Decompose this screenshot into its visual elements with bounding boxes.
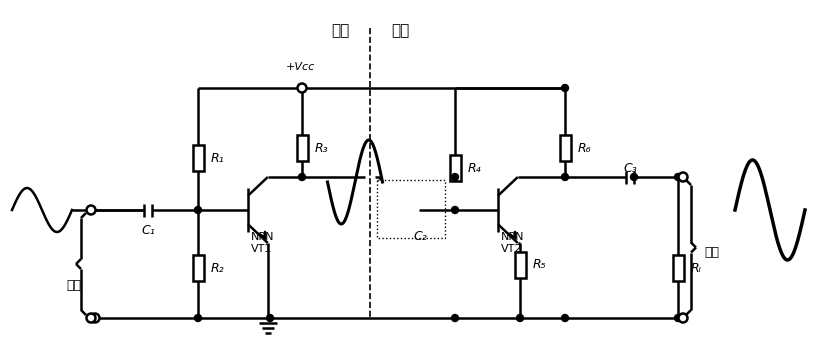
Text: R₅: R₅ [533,258,547,272]
Text: C₃: C₃ [623,162,637,175]
Circle shape [451,314,458,321]
Circle shape [298,83,307,92]
Circle shape [675,314,681,321]
Circle shape [562,174,568,181]
Circle shape [679,313,687,323]
Text: Rₗ: Rₗ [691,261,701,274]
Text: R₃: R₃ [315,142,329,154]
Bar [514,252,526,278]
Text: NPN
VT1: NPN VT1 [251,232,274,254]
Text: C₂: C₂ [413,230,427,243]
Circle shape [298,84,305,91]
Circle shape [675,174,681,181]
Circle shape [86,206,95,214]
Circle shape [195,314,201,321]
Circle shape [90,313,99,323]
Text: R₄: R₄ [468,162,482,174]
Bar [192,145,203,171]
Bar [192,255,203,281]
Bar [450,155,461,181]
Circle shape [195,206,201,214]
Circle shape [679,173,687,182]
Circle shape [517,314,523,321]
Circle shape [630,174,638,181]
Circle shape [562,314,568,321]
Circle shape [298,174,305,181]
Bar [672,255,684,281]
Text: R₂: R₂ [211,261,225,274]
Text: 输出: 输出 [704,246,719,259]
Text: R₆: R₆ [578,142,592,154]
Text: NPN
VT2: NPN VT2 [501,232,524,254]
Circle shape [451,206,458,214]
Circle shape [562,84,568,91]
Text: +Vᴄᴄ: +Vᴄᴄ [285,62,314,72]
Text: 输入: 输入 [67,279,81,292]
Circle shape [451,174,458,181]
Text: 前级: 前级 [331,23,349,38]
Text: 后级: 后级 [391,23,409,38]
Circle shape [86,313,95,323]
Bar [377,180,445,238]
Text: R₁: R₁ [211,151,225,165]
Circle shape [267,314,273,321]
Bar [297,135,308,161]
Text: C₁: C₁ [141,224,155,237]
Bar [559,135,570,161]
